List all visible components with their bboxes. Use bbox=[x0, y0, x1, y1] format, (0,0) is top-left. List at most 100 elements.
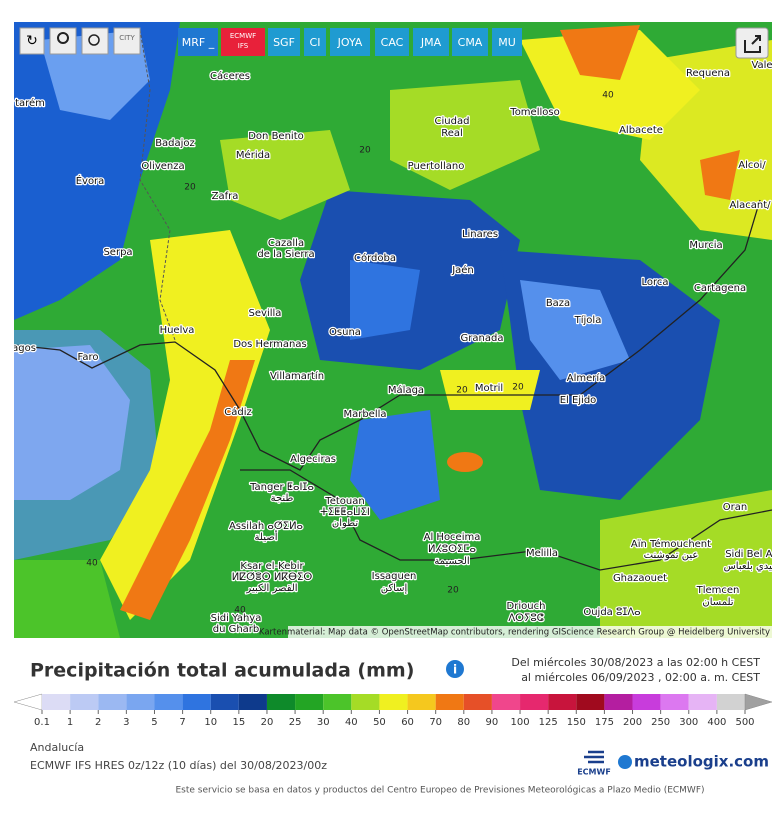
place-label: du Gharb bbox=[213, 624, 260, 635]
city-button[interactable] bbox=[113, 27, 141, 55]
place-label: Sidi Yahya bbox=[211, 613, 262, 624]
place-label: Évora bbox=[76, 174, 105, 187]
rain-area bbox=[640, 40, 772, 240]
model-button[interactable] bbox=[413, 28, 449, 56]
place-label: Al Hoceima bbox=[424, 532, 481, 543]
place-label: Jaén bbox=[451, 264, 474, 276]
place-label: Cartagena bbox=[694, 283, 746, 294]
place-label: Assilah ⴰⵚⵉⵍⴰ bbox=[229, 521, 303, 532]
legend-label: 300 bbox=[679, 717, 698, 728]
place-label: Vale bbox=[751, 60, 772, 71]
place-label: Olivenza bbox=[141, 161, 184, 172]
legend-arrow bbox=[744, 693, 773, 711]
legend-swatch bbox=[716, 694, 745, 710]
legend-swatch bbox=[632, 694, 661, 710]
legend-label: 3 bbox=[123, 717, 129, 728]
info-icon: i bbox=[453, 663, 457, 677]
place-label: Tetouan bbox=[324, 496, 364, 507]
place-label: Murcia bbox=[689, 240, 722, 251]
place-label: Granada bbox=[461, 333, 504, 344]
rain-area bbox=[700, 150, 740, 200]
contour-label: 20 bbox=[184, 183, 196, 193]
legend-label: 80 bbox=[457, 717, 470, 728]
legend-label: 20 bbox=[261, 717, 274, 728]
contour-label: 40 bbox=[86, 559, 98, 569]
model-button[interactable] bbox=[178, 28, 218, 56]
legend-swatch bbox=[351, 694, 380, 710]
place-label: tarém bbox=[15, 97, 45, 109]
legend-swatch bbox=[520, 694, 549, 710]
place-label: Mérida bbox=[236, 149, 270, 161]
place-label: Cazalla bbox=[268, 238, 304, 249]
legend-swatch bbox=[660, 694, 689, 710]
pin-icon bbox=[57, 32, 69, 44]
model-label: CI bbox=[310, 36, 321, 49]
place-label: Algeciras bbox=[290, 454, 336, 465]
credit: Este servicio se basa en datos y product… bbox=[175, 785, 704, 796]
place-label: Don Benito bbox=[248, 131, 304, 142]
model-label: CAC bbox=[381, 36, 404, 49]
model-button[interactable] bbox=[452, 28, 488, 56]
model-button[interactable] bbox=[375, 28, 409, 56]
place-label: ⵍⵃⵓⵙⵉⵎⴰ bbox=[428, 544, 476, 555]
place-label: Issaguen bbox=[372, 571, 417, 582]
rain-area bbox=[350, 260, 420, 340]
attribution-bg bbox=[288, 626, 772, 638]
place-label: Faro bbox=[78, 352, 99, 363]
locate-button[interactable] bbox=[49, 27, 77, 55]
rain-area bbox=[447, 452, 483, 472]
border bbox=[139, 29, 176, 341]
model-button[interactable] bbox=[330, 28, 370, 56]
legend-label: 1 bbox=[67, 717, 73, 728]
place-label: Ksar el-Kebir bbox=[240, 561, 304, 572]
place-label: Motril bbox=[475, 383, 503, 394]
model-button[interactable] bbox=[304, 28, 326, 56]
legend-label: 60 bbox=[401, 717, 414, 728]
place-label: Zafra bbox=[212, 191, 239, 202]
rain-area bbox=[520, 280, 630, 380]
legend-label: 500 bbox=[735, 717, 754, 728]
place-label: Málaga bbox=[388, 384, 424, 396]
place-label: الحسيمة bbox=[434, 556, 469, 567]
refresh-button[interactable] bbox=[19, 27, 45, 55]
place-label: تلمسان bbox=[702, 597, 733, 608]
rain-area bbox=[600, 490, 772, 638]
legend-swatch bbox=[98, 694, 127, 710]
contour-label: 20 bbox=[447, 586, 459, 596]
legend-swatch bbox=[238, 694, 267, 710]
place-label: Dos Hermanas bbox=[233, 339, 306, 350]
zoom-button[interactable] bbox=[81, 27, 109, 55]
place-label: Alcoi/ bbox=[738, 160, 766, 171]
rain-area bbox=[120, 360, 255, 620]
legend-label: 7 bbox=[179, 717, 185, 728]
legend-swatch bbox=[491, 694, 521, 710]
legend-label: 175 bbox=[595, 717, 614, 728]
place-label: Oran bbox=[723, 502, 747, 513]
place-label: سيدي بلعباس bbox=[724, 561, 779, 572]
place-label: Ciudad bbox=[435, 116, 470, 127]
place-label: Villamartín bbox=[270, 370, 324, 382]
info-button[interactable] bbox=[446, 660, 464, 678]
legend-swatch bbox=[548, 694, 577, 710]
legend-swatch bbox=[604, 694, 633, 710]
share-icon bbox=[744, 35, 761, 53]
rain-area bbox=[14, 330, 160, 560]
model-label: SGF bbox=[273, 36, 295, 49]
rain-area bbox=[350, 410, 440, 520]
legend-label: 5 bbox=[151, 717, 157, 728]
legend-swatch bbox=[42, 694, 71, 710]
model-button[interactable] bbox=[268, 28, 300, 56]
model-button[interactable] bbox=[492, 28, 522, 56]
contour-label: 20 bbox=[512, 383, 524, 393]
legend-swatch bbox=[182, 694, 211, 710]
place-label: Marbella bbox=[343, 409, 386, 420]
place-label: Córdoba bbox=[354, 252, 396, 264]
model-button[interactable] bbox=[221, 28, 265, 56]
place-label: El Ejido bbox=[560, 395, 597, 406]
place-label: Baza bbox=[546, 298, 570, 309]
legend-swatch bbox=[576, 694, 605, 710]
rain-area bbox=[100, 230, 270, 620]
legend-swatch bbox=[210, 694, 239, 710]
place-label: Requena bbox=[686, 68, 730, 79]
